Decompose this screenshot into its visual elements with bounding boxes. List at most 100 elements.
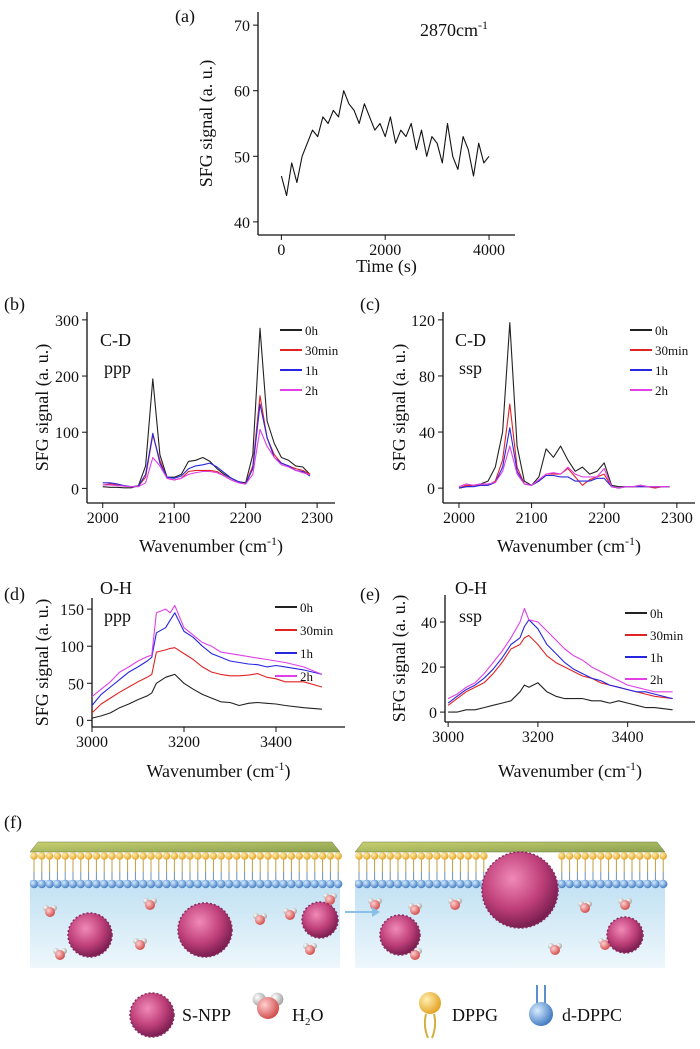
dppc-head: [425, 879, 434, 889]
annotation: O-H: [100, 578, 132, 598]
dppc-head: [170, 879, 179, 889]
dppg-head: [264, 852, 272, 860]
annotation: O-H: [455, 578, 487, 598]
legend-label: d-DPPC: [562, 1005, 622, 1025]
x-tick-label: 3200: [168, 734, 200, 751]
x-tick-label: 3200: [522, 729, 554, 746]
oxygen-atom: [257, 997, 279, 1019]
legend-label: 0h: [655, 323, 669, 338]
y-tick-label: 0: [429, 705, 437, 722]
dppc-head: [573, 879, 582, 889]
x-tick-label: 3000: [432, 729, 464, 746]
x-tick-label: 2100: [516, 510, 548, 527]
nanoparticle: [481, 851, 559, 929]
dppc-head: [651, 879, 660, 889]
y-tick-label: 40: [419, 425, 435, 442]
dppc-head: [193, 879, 202, 889]
legend-label: 1h: [655, 363, 669, 378]
dppg-head: [311, 852, 319, 860]
x-tick-label: 2200: [230, 510, 262, 527]
dppg-head: [139, 852, 147, 860]
dppg-head: [233, 852, 241, 860]
oxygen-atom: [580, 903, 590, 913]
dppg-head: [279, 852, 288, 860]
dppg-head: [131, 852, 140, 860]
dppg-head: [417, 852, 426, 860]
dppc-head: [409, 879, 418, 889]
membrane-diagram: (f) S-NPP H2O DPPG d-DPPC: [4, 812, 668, 1039]
dppc-head: [84, 879, 93, 889]
y-tick-label: 40: [421, 615, 437, 632]
series-line-signal: [280, 90, 490, 197]
dppc-head: [139, 879, 148, 889]
y-tick-label: 50: [68, 676, 84, 693]
annotation: ssp: [459, 606, 482, 626]
dppg-head: [248, 852, 257, 860]
y-axis-label: SFG signal (a. u.): [32, 599, 53, 727]
dppg-head: [162, 852, 171, 860]
oxygen-atom: [620, 900, 630, 910]
dppc-head: [326, 879, 335, 889]
dppg-head: [480, 852, 488, 860]
dppg-head: [84, 852, 93, 860]
dppc-head: [393, 879, 403, 889]
oxygen-atom: [55, 950, 65, 960]
membrane-after: [354, 841, 668, 968]
legend-label: 1h: [300, 646, 314, 661]
dppg-head: [123, 852, 132, 860]
dppg-head: [409, 852, 418, 860]
dppc-head: [53, 879, 62, 889]
dppc-head: [362, 879, 371, 889]
dppg-head: [256, 852, 265, 860]
y-tick-label: 40: [234, 215, 250, 232]
legend-label: 30min: [300, 623, 334, 638]
dppg-head: [378, 852, 387, 860]
nanoparticle: [606, 916, 644, 954]
dppc-head: [131, 879, 140, 889]
chart-e: 3000 3200 3400 0 20 40 Wavenumber (cm-1) SFG si…: [360, 578, 695, 782]
dppg-head: [628, 852, 636, 860]
dppc-head: [271, 879, 280, 889]
legend-label: 2h: [305, 383, 319, 398]
x-tick-label: 3400: [612, 729, 644, 746]
oxygen-atom: [450, 900, 460, 910]
legend-label: 30min: [655, 343, 689, 358]
series-line-0h: [91, 673, 323, 719]
dppg-head: [225, 852, 233, 860]
dppg-head: [295, 852, 304, 860]
dppg-head: [581, 852, 589, 860]
y-tick-label: 0: [76, 713, 84, 730]
dppc-head: [659, 879, 668, 889]
dppc-head: [302, 879, 312, 889]
dppc-head: [29, 879, 39, 889]
dppg-head: [464, 852, 473, 860]
dppg-head: [370, 852, 379, 860]
dppg-head: [217, 852, 225, 860]
nanoparticle: [67, 912, 113, 958]
x-tick-label: 3000: [76, 734, 108, 751]
dppg-head: [334, 852, 343, 860]
dppc-head: [370, 879, 379, 889]
series-line-30min: [447, 634, 673, 706]
dppc-head: [209, 879, 218, 889]
dppc-head: [612, 879, 621, 889]
x-tick-label: 0: [277, 242, 285, 259]
dppg-head: [425, 852, 434, 860]
oxygen-atom: [370, 900, 380, 910]
panel-label: (e): [360, 584, 380, 605]
dppg-head: [155, 852, 163, 860]
dppc-head: [581, 879, 590, 889]
legend-label: DPPG: [452, 1005, 498, 1025]
series-line-0h: [448, 682, 673, 713]
oxygen-atom: [45, 907, 55, 917]
chart-a: 0 2000 4000 40 50 60 70 Time (s) SFG signal (a. …: [175, 6, 515, 277]
x-tick-label: 2000: [87, 510, 119, 527]
dppc-head: [635, 879, 644, 889]
dppc-head: [354, 879, 364, 889]
dppg-head: [186, 852, 194, 860]
dppc-head: [217, 879, 226, 889]
dppc-head: [185, 879, 195, 889]
y-axis-label: SFG signal (a. u.): [389, 344, 410, 472]
dppg-head: [612, 852, 621, 860]
dppc-head: [295, 879, 304, 889]
